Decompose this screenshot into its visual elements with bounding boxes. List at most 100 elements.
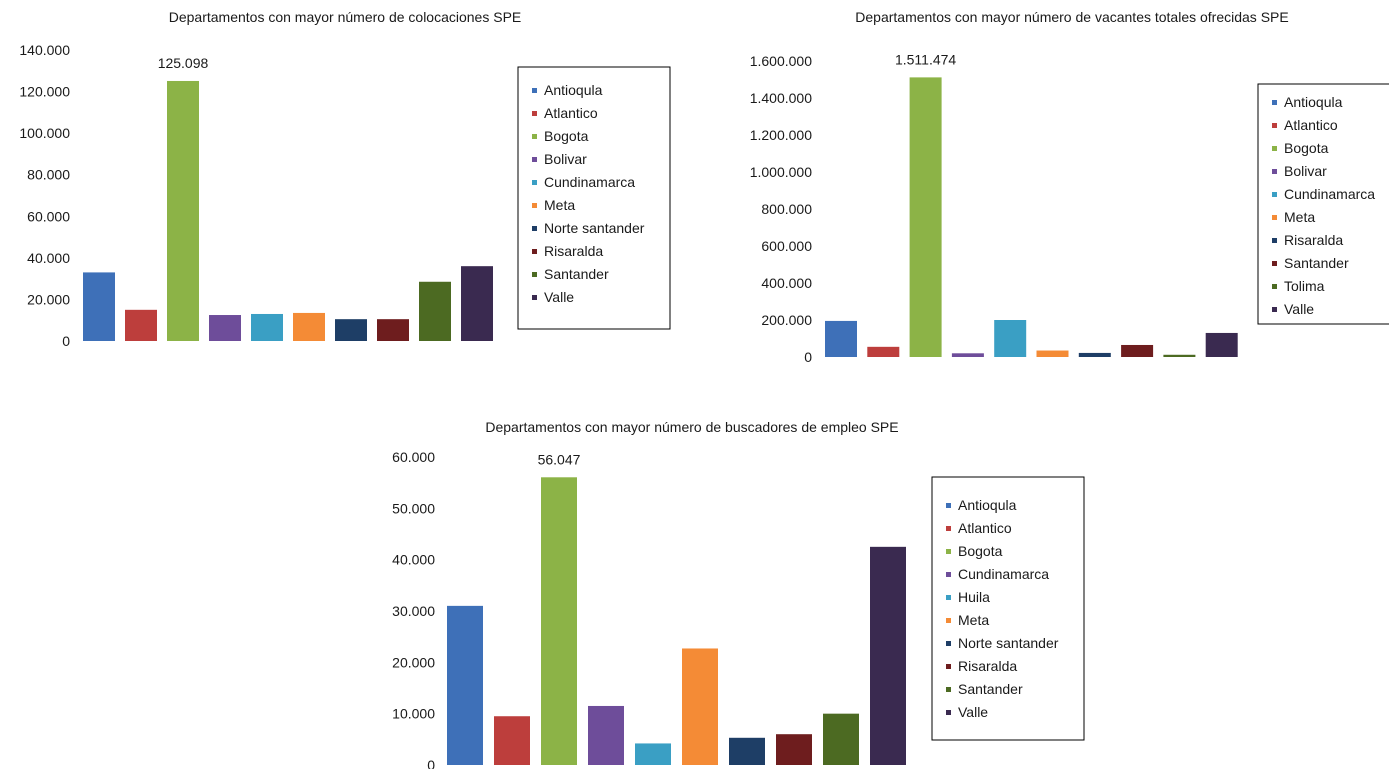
legend-label: Risaralda: [544, 243, 603, 259]
chart-title: Departamentos con mayor número de buscad…: [485, 419, 898, 435]
bar-bogota: [541, 477, 577, 765]
y-tick-label: 600.000: [761, 238, 812, 254]
legend-label: Atlantico: [1284, 117, 1338, 133]
y-tick-label: 140.000: [19, 42, 70, 58]
bars: [83, 80, 493, 342]
y-axis-ticks: 0 20.000 40.000 60.000 80.000 100.000 120.000 1…: [19, 42, 70, 349]
y-axis-ticks: 0 200.000 400.000 600.000 800.000 1.000.000 1.…: [750, 53, 813, 365]
bar-santander: [1121, 344, 1154, 357]
legend-swatch: [532, 88, 537, 93]
bar-santander: [419, 281, 451, 341]
bar-cundinamarca: [588, 705, 624, 765]
bar-cundinamarca: [251, 313, 283, 341]
y-tick-label: 1.400.000: [750, 90, 812, 106]
bar-meta: [1036, 350, 1069, 357]
y-tick-label: 400.000: [761, 275, 812, 291]
bar-huila: [635, 743, 671, 765]
legend-label: Tolima: [1284, 278, 1325, 294]
legend-label: Norte santander: [958, 635, 1059, 651]
y-axis-ticks: 0 10.000 20.000 30.000 40.000 50.000 60.000: [392, 449, 435, 769]
bar-antioqula: [825, 320, 857, 357]
legend-label: Antioqula: [544, 82, 603, 98]
legend-swatch: [532, 272, 537, 277]
y-tick-label: 1.000.000: [750, 164, 812, 180]
legend-swatch: [532, 111, 537, 116]
bar-valle: [1205, 332, 1238, 357]
y-tick-label: 0: [427, 757, 435, 769]
legend-label: Meta: [544, 197, 575, 213]
legend-label: Bogota: [1284, 140, 1329, 156]
legend-label: Valle: [1284, 301, 1314, 317]
legend-swatch: [1272, 169, 1277, 174]
bar-cundinamarca: [994, 320, 1027, 357]
bars: [825, 77, 1238, 357]
bar-meta: [293, 312, 325, 341]
legend-label: Risaralda: [1284, 232, 1343, 248]
bar-antioqula: [447, 605, 483, 765]
bar-valle: [870, 546, 906, 765]
bar-antioqula: [83, 272, 115, 341]
bars: [447, 477, 906, 765]
data-label: 56.047: [538, 451, 581, 467]
legend-swatch: [532, 249, 537, 254]
legend-label: Risaralda: [958, 658, 1017, 674]
legend-swatch: [1272, 238, 1277, 243]
y-tick-label: 0: [804, 349, 812, 365]
legend-label: Cundinamarca: [958, 566, 1049, 582]
chart-colocaciones: Departamentos con mayor número de coloca…: [19, 9, 671, 349]
legend-swatch: [532, 180, 537, 185]
bar-atlantico: [494, 716, 530, 765]
bar-valle: [461, 266, 493, 341]
legend: Antioqula Atlantico Bogota Bolivar Cundinama…: [1272, 94, 1375, 317]
legend-swatch: [1272, 146, 1277, 151]
legend-swatch: [1272, 215, 1277, 220]
legend-swatch: [946, 687, 951, 692]
bar-atlantico: [125, 309, 157, 341]
legend-swatch: [1272, 192, 1277, 197]
legend-label: Cundinamarca: [544, 174, 635, 190]
y-tick-label: 0: [62, 333, 70, 349]
legend-swatch: [946, 549, 951, 554]
legend-label: Santander: [958, 681, 1023, 697]
legend-swatch: [946, 595, 951, 600]
legend-label: Antioqula: [958, 497, 1017, 513]
legend-swatch: [946, 503, 951, 508]
data-label: 125.098: [158, 55, 209, 71]
legend-swatch: [532, 226, 537, 231]
y-tick-label: 800.000: [761, 201, 812, 217]
legend-swatch: [1272, 123, 1277, 128]
bar-santander: [823, 713, 859, 765]
bar-bolivar: [951, 353, 984, 357]
legend-swatch: [532, 134, 537, 139]
legend-swatch: [946, 710, 951, 715]
legend-swatch: [1272, 307, 1277, 312]
y-tick-label: 100.000: [19, 125, 70, 141]
y-tick-label: 20.000: [27, 291, 70, 307]
y-tick-label: 20.000: [392, 654, 435, 670]
bar-bogota: [909, 77, 942, 357]
chart-vacantes: Departamentos con mayor número de vacant…: [750, 9, 1389, 365]
bar-risaralda: [1078, 352, 1111, 357]
legend-label: Valle: [544, 289, 574, 305]
legend-label: Bogota: [958, 543, 1003, 559]
legend-label: Bolivar: [1284, 163, 1327, 179]
legend-swatch: [532, 157, 537, 162]
data-label: 1.511.474: [895, 51, 956, 67]
legend-box: [517, 66, 671, 330]
y-tick-label: 60.000: [27, 208, 70, 224]
legend-label: Norte santander: [544, 220, 645, 236]
chart-title: Departamentos con mayor número de vacant…: [855, 9, 1288, 25]
chart-title: Departamentos con mayor número de coloca…: [169, 9, 522, 25]
legend-swatch: [946, 664, 951, 669]
legend-swatch: [1272, 261, 1277, 266]
legend: Antioqula Atlantico Bogota Cundinamarca Huil…: [946, 497, 1059, 720]
legend-swatch: [946, 526, 951, 531]
legend-swatch: [946, 572, 951, 577]
legend-label: Meta: [958, 612, 989, 628]
bar-tolima: [1163, 354, 1196, 357]
y-tick-label: 120.000: [19, 84, 70, 100]
bar-bolivar: [209, 315, 241, 341]
legend-swatch: [946, 618, 951, 623]
legend-label: Santander: [1284, 255, 1349, 271]
legend-label: Bogota: [544, 128, 589, 144]
